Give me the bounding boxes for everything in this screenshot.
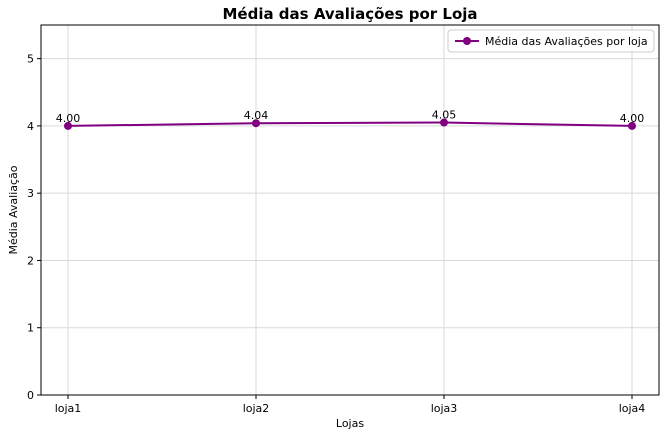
data-label-loja3: 4.05 [432,109,457,122]
legend-box [447,29,655,53]
legend-label: Média das Avaliações por loja [485,35,648,48]
y-tick-label: 5 [27,53,34,66]
series-layer [64,118,636,130]
data-label-loja2: 4.04 [244,109,269,122]
data-point-loja3 [440,118,448,127]
data-point-loja2 [252,119,260,128]
y-tick-label: 0 [27,389,34,402]
chart-title: Média das Avaliações por Loja [222,5,477,23]
y-tick-label: 2 [27,254,34,267]
x-tick-label: loja3 [431,402,458,415]
y-tick-label: 4 [27,120,34,133]
axis-ticks: loja1 loja2 loja3 loja4 0 1 2 3 4 5 [27,53,645,415]
data-point-loja4 [628,121,636,130]
data-label-loja1: 4.00 [56,112,81,125]
y-axis-label: Média Avaliação [7,165,20,254]
x-axis-label: Lojas [336,417,364,430]
x-tick-label: loja1 [55,402,82,415]
plot-frame [40,24,660,396]
data-point-loja1 [64,121,72,130]
data-label-loja4: 4.00 [620,112,645,125]
x-tick-label: loja4 [619,402,646,415]
y-tick-label: 3 [27,187,34,200]
legend-marker-swatch [463,37,471,45]
legend: Média das Avaliações por loja [447,29,655,53]
y-tick-label: 1 [27,322,34,335]
x-tick-label: loja2 [243,402,270,415]
data-labels: 4.00 4.04 4.05 4.00 [56,109,645,125]
series-line [67,121,633,127]
grid-lines [41,25,659,396]
